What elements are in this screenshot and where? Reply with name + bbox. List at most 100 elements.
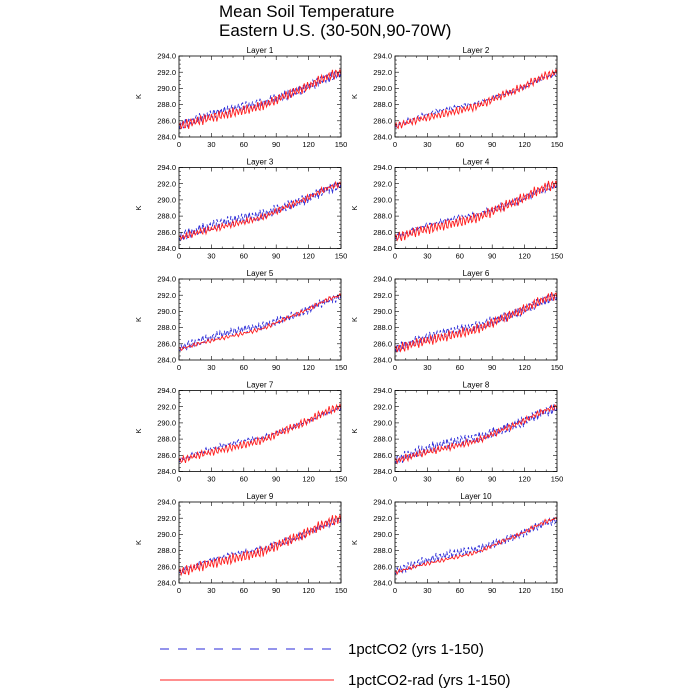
plot-frame: [178, 501, 342, 584]
x-tick-label: 60: [240, 363, 248, 372]
panel-layer-3: Layer 3 K 0 30 60 90 120 150 284.0 286.0 288.0 290.…: [134, 158, 347, 261]
series-line-1pctco2: [395, 404, 557, 465]
y-tick-label: 294.0: [157, 498, 176, 507]
y-tick-label: 292.0: [157, 179, 176, 188]
y-axis-label: K: [134, 540, 143, 545]
x-tick-label: 0: [177, 363, 181, 372]
x-tick-label: 30: [423, 363, 431, 372]
y-tick-label: 292.0: [373, 514, 392, 523]
plot-frame: [394, 167, 558, 249]
plot-frame: [394, 501, 558, 584]
series-lines: [395, 404, 557, 465]
x-tick-label: 120: [302, 475, 315, 484]
y-tick-label: 288.0: [157, 212, 176, 221]
x-tick-label: 30: [207, 586, 215, 595]
plot-frame: [178, 167, 342, 249]
x-tick-label: 60: [456, 475, 464, 484]
x-tick-label: 60: [456, 140, 464, 149]
x-tick-label: 30: [423, 140, 431, 149]
series-lines: [179, 402, 341, 464]
series-line-1pctco2-rad: [395, 404, 557, 465]
y-tick-label: 292.0: [373, 402, 392, 411]
y-axis-label: K: [350, 428, 359, 433]
y-tick-label: 290.0: [157, 196, 176, 205]
y-tick-label: 288.0: [157, 323, 176, 332]
y-tick-label: 294.0: [373, 52, 392, 61]
panel-title: Layer 6: [463, 269, 490, 278]
y-tick-label: 290.0: [373, 419, 392, 428]
series-line-1pctco2-rad: [179, 402, 341, 464]
legend: 1pctCO2 (yrs 1-150) 1pctCO2-rad (yrs 1-15…: [160, 641, 511, 689]
y-axis-label: K: [350, 205, 359, 210]
plot-frame: [394, 278, 558, 361]
panel-layer-9: Layer 9 K 0 30 60 90 120 150 284.0 286.0 288.0 290.…: [134, 492, 347, 595]
y-tick-label: 292.0: [157, 514, 176, 523]
x-tick-label: 120: [518, 140, 531, 149]
figure-title-line-1: Mean Soil Temperature: [219, 2, 394, 21]
y-tick-label: 284.0: [157, 244, 176, 253]
panel-layer-5: Layer 5 K 0 30 60 90 120 150 284.0 286.0 288.0 290.…: [134, 269, 347, 372]
x-tick-label: 90: [272, 252, 280, 261]
panel-layer-10: Layer 10 K 0 30 60 90 120 150 284.0 286.0 288.0 290…: [350, 492, 563, 595]
y-tick-label: 292.0: [157, 291, 176, 300]
y-axis-label: K: [134, 205, 143, 210]
x-tick-label: 150: [551, 475, 564, 484]
y-tick-label: 284.0: [157, 467, 176, 476]
x-tick-label: 0: [393, 363, 397, 372]
panel-layer-8: Layer 8 K 0 30 60 90 120 150 284.0 286.0 288.0 290.…: [350, 381, 563, 484]
series-lines: [179, 180, 341, 242]
plot-frame: [394, 55, 558, 138]
panel-title: Layer 1: [247, 46, 274, 55]
y-tick-label: 294.0: [157, 386, 176, 395]
series-line-1pctco2: [179, 182, 341, 242]
x-tick-label: 150: [335, 140, 348, 149]
series-lines: [395, 291, 557, 353]
x-tick-label: 0: [177, 475, 181, 484]
x-tick-label: 90: [272, 363, 280, 372]
x-tick-label: 30: [207, 140, 215, 149]
y-tick-label: 290.0: [373, 84, 392, 93]
x-tick-label: 0: [393, 475, 397, 484]
legend-label: 1pctCO2-rad (yrs 1-150): [348, 672, 511, 689]
panel-layer-7: Layer 7 K 0 30 60 90 120 150 284.0 286.0 288.0 290.…: [134, 381, 347, 484]
panel-title: Layer 8: [463, 381, 490, 390]
y-tick-label: 286.0: [157, 228, 176, 237]
x-tick-label: 0: [393, 586, 397, 595]
y-tick-label: 284.0: [373, 579, 392, 588]
y-axis-label: K: [350, 317, 359, 322]
series-line-1pctco2-rad: [395, 180, 557, 242]
y-tick-label: 284.0: [157, 356, 176, 365]
plot-frame: [178, 390, 342, 472]
x-tick-label: 30: [207, 363, 215, 372]
x-tick-label: 60: [240, 140, 248, 149]
y-tick-label: 286.0: [157, 562, 176, 571]
y-tick-label: 288.0: [157, 100, 176, 109]
series-line-1pctco2: [179, 293, 341, 352]
y-tick-label: 290.0: [373, 196, 392, 205]
series-lines: [179, 292, 341, 352]
y-tick-label: 284.0: [157, 579, 176, 588]
legend-label: 1pctCO2 (yrs 1-150): [348, 641, 484, 658]
y-axis-label: K: [350, 540, 359, 545]
y-tick-label: 284.0: [373, 467, 392, 476]
x-tick-label: 90: [272, 475, 280, 484]
series-line-1pctco2-rad: [179, 513, 341, 577]
x-tick-label: 0: [177, 140, 181, 149]
y-tick-label: 294.0: [157, 52, 176, 61]
x-tick-label: 120: [518, 586, 531, 595]
x-tick-label: 120: [302, 586, 315, 595]
panel-layer-2: Layer 2 K 0 30 60 90 120 150 284.0 286.0 288.0 290.…: [350, 46, 563, 149]
y-tick-label: 284.0: [157, 133, 176, 142]
y-tick-label: 288.0: [373, 212, 392, 221]
panel-layer-4: Layer 4 K 0 30 60 90 120 150 284.0 286.0 288.0 290.…: [350, 158, 563, 261]
y-tick-label: 286.0: [373, 228, 392, 237]
y-tick-label: 294.0: [373, 386, 392, 395]
y-tick-label: 292.0: [373, 291, 392, 300]
y-tick-label: 284.0: [373, 244, 392, 253]
x-tick-label: 90: [488, 252, 496, 261]
x-tick-label: 60: [240, 475, 248, 484]
y-tick-label: 286.0: [373, 116, 392, 125]
panel-title: Layer 5: [247, 269, 274, 278]
series-line-1pctco2: [395, 293, 557, 353]
x-tick-label: 150: [551, 586, 564, 595]
